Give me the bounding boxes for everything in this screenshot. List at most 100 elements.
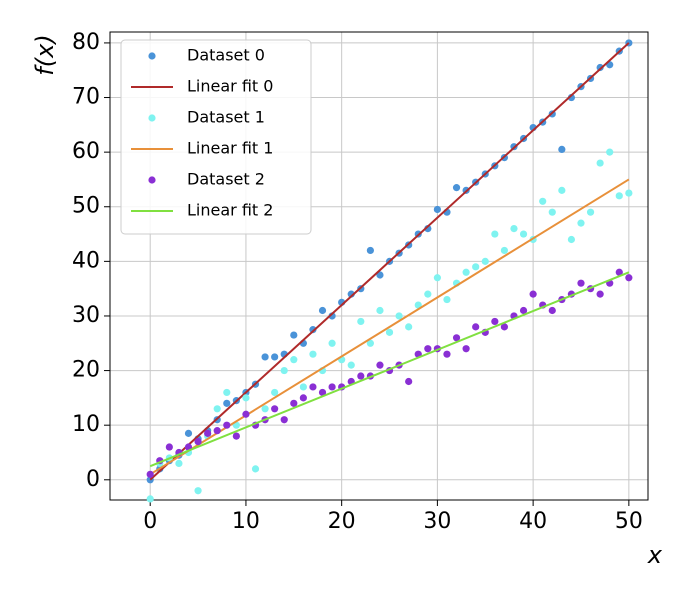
data-point xyxy=(395,312,403,320)
data-point xyxy=(194,487,202,495)
data-point xyxy=(175,459,183,468)
y-tick-label: 80 xyxy=(72,30,100,55)
data-point xyxy=(232,432,240,440)
data-point xyxy=(223,421,231,429)
x-tick-label: 0 xyxy=(143,509,157,534)
data-point xyxy=(376,361,384,369)
data-point xyxy=(548,208,556,216)
data-point xyxy=(290,356,298,364)
data-point xyxy=(567,235,576,244)
data-point xyxy=(577,279,585,287)
data-point xyxy=(452,334,461,342)
data-point xyxy=(347,361,355,369)
data-point xyxy=(462,268,470,276)
fit-line xyxy=(149,42,630,481)
data-point xyxy=(242,410,250,418)
data-point xyxy=(223,388,231,397)
legend-label: Dataset 1 xyxy=(187,108,265,127)
data-point xyxy=(357,372,365,380)
data-point xyxy=(519,306,528,315)
legend-label: Dataset 0 xyxy=(187,46,265,65)
data-point xyxy=(577,219,585,227)
data-point xyxy=(271,388,279,397)
data-point xyxy=(558,186,566,194)
data-point xyxy=(625,274,633,282)
data-point xyxy=(433,274,441,282)
x-tick-label: 10 xyxy=(232,509,260,534)
data-point xyxy=(472,263,480,271)
data-point xyxy=(213,427,221,435)
data-point xyxy=(443,295,451,304)
x-tick-label: 20 xyxy=(328,509,356,534)
data-point xyxy=(318,388,327,397)
data-point xyxy=(596,63,604,72)
data-point xyxy=(586,208,595,216)
legend-swatch xyxy=(148,52,156,60)
data-point xyxy=(309,350,317,358)
x-tick-label: 40 xyxy=(519,509,547,534)
data-point xyxy=(625,189,633,197)
data-point xyxy=(405,323,413,331)
data-point xyxy=(309,383,317,391)
data-point xyxy=(261,353,269,361)
data-point xyxy=(472,323,480,331)
legend-label: Linear fit 1 xyxy=(187,139,273,158)
x-axis-label: x xyxy=(647,541,663,569)
data-point xyxy=(548,306,556,315)
data-point xyxy=(414,301,422,309)
data-point xyxy=(366,246,374,255)
data-point xyxy=(376,271,384,279)
data-point xyxy=(596,159,604,167)
data-point xyxy=(146,470,154,478)
data-point xyxy=(376,306,384,315)
data-point xyxy=(213,405,221,413)
y-tick-label: 70 xyxy=(72,85,100,110)
data-point xyxy=(529,290,537,298)
data-point xyxy=(510,224,518,233)
data-point xyxy=(452,184,461,192)
data-point xyxy=(165,443,173,451)
data-point xyxy=(299,383,307,391)
y-axis-label: f(x) xyxy=(31,34,59,75)
data-point xyxy=(462,345,470,353)
data-point xyxy=(405,377,413,386)
data-point xyxy=(280,416,288,424)
legend-swatch xyxy=(148,114,156,122)
data-point xyxy=(357,317,365,326)
data-point xyxy=(328,339,336,347)
data-point xyxy=(280,366,288,375)
x-tick-label: 30 xyxy=(423,509,451,534)
data-point xyxy=(299,394,307,402)
data-point xyxy=(261,405,269,413)
y-tick-label: 10 xyxy=(72,412,100,437)
data-point xyxy=(433,205,441,214)
data-point xyxy=(539,197,547,205)
y-tick-label: 50 xyxy=(72,194,100,219)
data-point xyxy=(366,339,374,347)
data-point xyxy=(309,326,317,334)
data-point xyxy=(290,331,298,339)
data-point xyxy=(615,268,623,276)
data-point xyxy=(491,317,499,326)
fit-line xyxy=(149,271,630,468)
data-point xyxy=(424,345,432,353)
data-point xyxy=(204,429,212,437)
legend-label: Linear fit 2 xyxy=(187,201,273,220)
legend-label: Dataset 2 xyxy=(187,170,265,189)
legend-swatch xyxy=(148,176,156,184)
data-point xyxy=(146,495,154,503)
data-point xyxy=(424,290,432,298)
data-point xyxy=(615,192,623,200)
data-point xyxy=(443,350,451,358)
data-point xyxy=(318,306,327,315)
data-point xyxy=(481,257,489,265)
data-point xyxy=(328,383,336,391)
data-point xyxy=(184,429,193,437)
data-point xyxy=(500,323,509,331)
data-point xyxy=(223,399,231,407)
data-point xyxy=(194,437,202,446)
data-point xyxy=(271,405,279,413)
data-point xyxy=(596,290,604,298)
data-point xyxy=(385,328,394,336)
